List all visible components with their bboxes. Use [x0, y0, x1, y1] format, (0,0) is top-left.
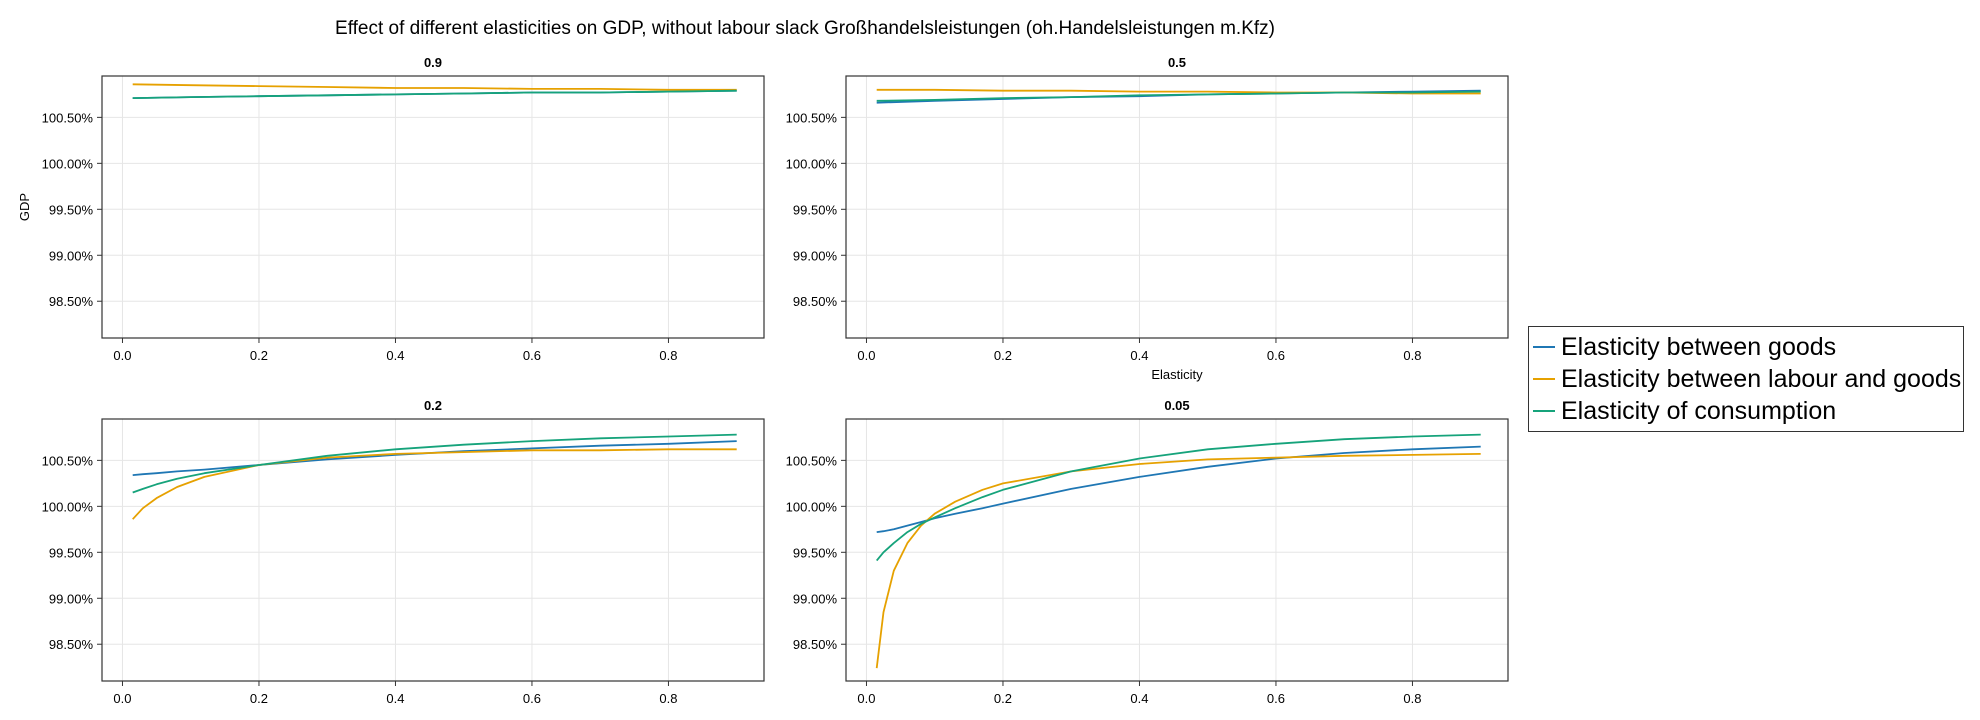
x-tick-label: 0.2	[994, 691, 1012, 706]
y-tick-label: 100.00%	[42, 499, 94, 514]
legend-swatch	[1533, 410, 1555, 412]
panel-title: 0.2	[424, 398, 442, 413]
chart-panel: 0.0 0.2 0.4 0.6 0.8 98.50% 99.00% 99.50% 100.00%…	[17, 55, 765, 363]
x-tick-label: 0.2	[994, 348, 1012, 363]
figure-title: Effect of different elasticities on GDP,…	[335, 18, 1275, 39]
series-line	[876, 433, 1481, 562]
x-tick-label: 0.4	[1130, 691, 1148, 706]
x-tick-label: 0.0	[113, 348, 131, 363]
x-tick-label: 0.8	[659, 691, 677, 706]
y-tick-label: 100.50%	[786, 110, 838, 125]
series-line	[132, 440, 737, 476]
y-tick-label: 100.50%	[42, 110, 94, 125]
series-line	[132, 89, 737, 99]
x-tick-label: 0.4	[1130, 348, 1148, 363]
series-line	[132, 83, 737, 91]
x-tick-label: 0.8	[1403, 348, 1421, 363]
x-tick-label: 0.6	[523, 691, 541, 706]
chart-panel: 0.0 0.2 0.4 0.6 0.8 98.50% 99.00% 99.50% 100.00%…	[786, 398, 1509, 706]
panel-title: 0.9	[424, 55, 442, 70]
legend-item: Elasticity between goods	[1529, 331, 1963, 363]
y-tick-label: 98.50%	[793, 637, 838, 652]
y-tick-label: 100.00%	[42, 156, 94, 171]
legend-label: Elasticity of consumption	[1561, 397, 1837, 425]
legend-swatch	[1533, 378, 1555, 380]
series-line	[132, 448, 737, 520]
x-tick-label: 0.2	[250, 348, 268, 363]
chart-panel: 0.0 0.2 0.4 0.6 0.8 98.50% 99.00% 99.50% 100.00%…	[786, 55, 1509, 382]
plot-frame	[845, 418, 1509, 682]
series-line	[132, 433, 737, 494]
legend-item: Elasticity of consumption	[1529, 395, 1963, 427]
x-tick-label: 0.2	[250, 691, 268, 706]
panel-title: 0.05	[1164, 398, 1189, 413]
x-tick-label: 0.4	[386, 691, 404, 706]
y-tick-label: 100.50%	[786, 453, 838, 468]
series-line	[875, 453, 1481, 669]
series-line	[876, 90, 1481, 102]
y-axis-label: GDP	[17, 193, 32, 221]
x-tick-label: 0.0	[857, 691, 875, 706]
y-tick-label: 98.50%	[49, 637, 94, 652]
y-tick-label: 98.50%	[49, 294, 94, 309]
x-tick-label: 0.0	[113, 691, 131, 706]
y-tick-label: 100.00%	[786, 156, 838, 171]
legend-swatch	[1533, 346, 1555, 348]
x-tick-label: 0.8	[659, 348, 677, 363]
y-tick-label: 99.50%	[49, 545, 94, 560]
y-tick-label: 99.00%	[793, 591, 838, 606]
chart-panels: 0.0 0.2 0.4 0.6 0.8 98.50% 99.00% 99.50% 100.00%…	[17, 55, 1509, 706]
y-tick-label: 99.50%	[49, 202, 94, 217]
legend-label: Elasticity between labour and goods	[1561, 365, 1962, 393]
legend-label: Elasticity between goods	[1561, 333, 1837, 361]
plot-frame	[845, 75, 1509, 339]
y-tick-label: 99.00%	[49, 248, 94, 263]
panel-title: 0.5	[1168, 55, 1186, 70]
y-tick-label: 100.50%	[42, 453, 94, 468]
chart-panel: 0.0 0.2 0.4 0.6 0.8 98.50% 99.00% 99.50% 100.00%…	[42, 398, 765, 706]
y-tick-label: 99.50%	[793, 202, 838, 217]
x-tick-label: 0.6	[523, 348, 541, 363]
x-tick-label: 0.0	[857, 348, 875, 363]
x-tick-label: 0.4	[386, 348, 404, 363]
y-tick-label: 99.00%	[793, 248, 838, 263]
plot-frame	[101, 418, 765, 682]
y-tick-label: 99.00%	[49, 591, 94, 606]
y-tick-label: 98.50%	[793, 294, 838, 309]
legend-item: Elasticity between labour and goods	[1529, 363, 1963, 395]
y-tick-label: 100.00%	[786, 499, 838, 514]
x-tick-label: 0.6	[1267, 691, 1285, 706]
y-tick-label: 99.50%	[793, 545, 838, 560]
x-tick-label: 0.8	[1403, 691, 1421, 706]
plot-frame	[101, 75, 765, 339]
series-line	[876, 445, 1481, 533]
x-tick-label: 0.6	[1267, 348, 1285, 363]
chart-legend: Elasticity between goods Elasticity betw…	[1528, 326, 1964, 432]
x-axis-label: Elasticity	[1151, 367, 1203, 382]
